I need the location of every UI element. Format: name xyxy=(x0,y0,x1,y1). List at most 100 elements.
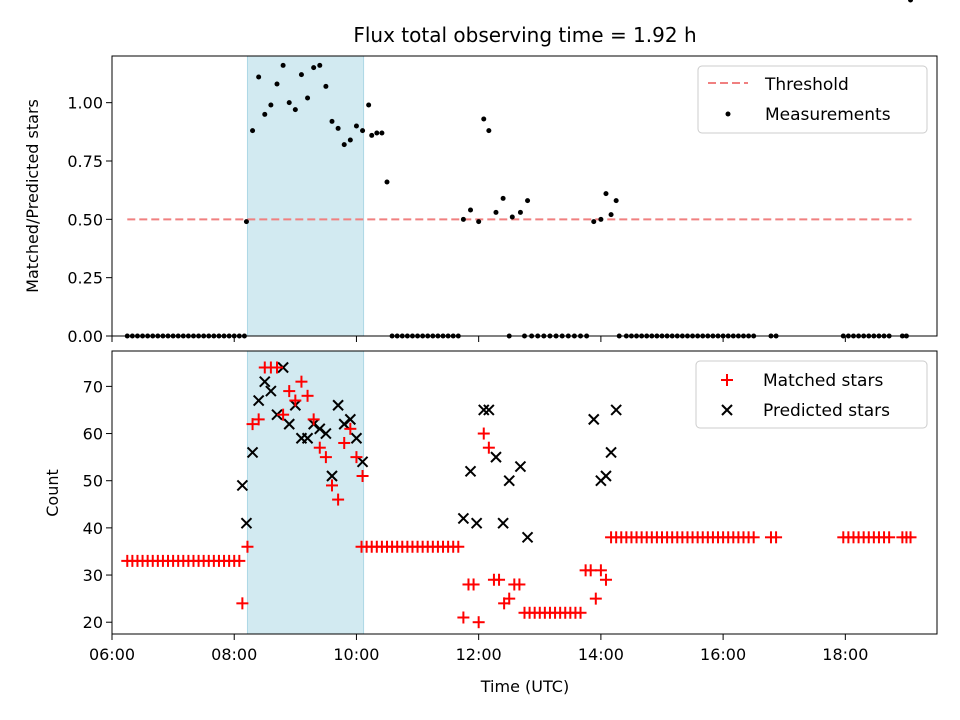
legend-predicted-swatch xyxy=(721,404,733,416)
bottom-y-ticks: 20 30 40 50 60 70 xyxy=(83,377,112,632)
matched-star-point xyxy=(289,394,302,407)
legend-matched-label: Matched stars xyxy=(763,371,883,391)
predicted-star-point xyxy=(320,427,332,440)
matched-star-point xyxy=(482,441,495,454)
matched-star-point xyxy=(452,540,465,553)
matched-star-point xyxy=(307,413,320,426)
predicted-star-point xyxy=(497,517,509,529)
predicted-star-point xyxy=(259,375,271,388)
y-tick-label: 70 xyxy=(83,377,103,396)
top-legend-box xyxy=(697,65,928,134)
measurement-point xyxy=(292,107,298,113)
matched-star-point xyxy=(584,564,597,577)
measurement-point xyxy=(603,191,609,197)
measurement-point xyxy=(256,74,262,80)
matched-star-point xyxy=(904,531,917,544)
predicted-star-point xyxy=(283,418,295,430)
top-axes-frame xyxy=(111,55,938,337)
predicted-star-point xyxy=(277,361,289,374)
bottom-panel: 20 30 40 50 60 70 06:00 08:00 10:00 12:00 14:00 16… xyxy=(43,350,938,696)
measurement-point xyxy=(500,195,506,201)
matched-star-point xyxy=(589,592,602,605)
predicted-star-point xyxy=(236,479,249,492)
predicted-star-point xyxy=(610,404,622,416)
matched-star-point xyxy=(271,361,283,374)
matched-star-point xyxy=(747,531,760,544)
x-tick-label: 12:00 xyxy=(456,645,502,664)
y-tick-label: 0.50 xyxy=(67,210,103,229)
measurement-point xyxy=(286,100,292,106)
y-tick-label: 50 xyxy=(83,472,103,491)
measurement-point xyxy=(323,83,329,89)
measurement-point xyxy=(509,214,515,220)
matched-star-point xyxy=(313,441,326,454)
measurement-point xyxy=(347,137,353,143)
measurement-point xyxy=(369,132,375,138)
measurement-point xyxy=(360,128,366,134)
predicted-star-point xyxy=(470,517,483,529)
predicted-star-point xyxy=(240,517,253,529)
matched-star-point xyxy=(241,540,254,553)
measurement-point xyxy=(366,102,372,108)
measurement-point xyxy=(591,219,597,225)
bottom-observing-span xyxy=(246,350,365,635)
bottom-legend-box xyxy=(695,360,928,429)
bottom-axes-frame xyxy=(111,350,938,635)
matched-star-point xyxy=(356,469,369,482)
x-axis-title: Time (UTC) xyxy=(480,677,569,696)
y-tick-label: 0.00 xyxy=(67,327,103,346)
bottom-legend: Matched stars Predicted stars xyxy=(695,360,928,429)
x-tick-label: 06:00 xyxy=(89,645,135,664)
predicted-star-point xyxy=(457,512,470,525)
matched-star-point xyxy=(350,451,363,464)
predicted-star-point xyxy=(490,451,502,463)
y-tick-label: 1.00 xyxy=(67,94,103,113)
predicted-star-point xyxy=(503,475,515,487)
matched-star-point xyxy=(344,422,357,435)
predicted-star-point xyxy=(605,446,617,459)
matched-star-point xyxy=(467,578,480,591)
matched-star-point xyxy=(252,413,265,426)
matched-star-point xyxy=(233,554,246,567)
predicted-star-points xyxy=(236,361,622,544)
matched-star-point xyxy=(338,436,351,449)
predicted-star-point xyxy=(326,470,338,482)
matched-star-point xyxy=(599,573,612,586)
measurement-point xyxy=(341,142,347,148)
predicted-star-point xyxy=(356,456,369,468)
x-tick-label: 14:00 xyxy=(578,645,624,664)
measurement-point xyxy=(329,118,335,124)
measurement-point xyxy=(353,123,359,129)
predicted-star-point xyxy=(600,470,612,482)
measurement-point xyxy=(250,128,256,134)
measurement-point xyxy=(268,102,274,108)
measurement-point xyxy=(481,116,487,122)
legend-predicted-label: Predicted stars xyxy=(763,401,890,421)
matched-star-point xyxy=(283,385,296,398)
top-legend: Threshold Measurements xyxy=(697,65,928,134)
matched-star-points xyxy=(121,361,917,629)
legend-measurements-swatch xyxy=(725,111,731,117)
measurement-point xyxy=(468,207,474,213)
matched-star-point xyxy=(503,592,516,605)
measurement-point xyxy=(379,130,385,136)
predicted-star-point xyxy=(252,394,265,407)
y-tick-label: 60 xyxy=(83,425,103,444)
predicted-star-point xyxy=(464,465,477,477)
chart-title: Flux total observing time = 1.92 h xyxy=(353,23,696,47)
measurement-point xyxy=(460,216,466,222)
measurement-point xyxy=(493,209,499,215)
predicted-star-point xyxy=(478,404,490,416)
matched-star-point xyxy=(332,493,345,506)
matched-star-point xyxy=(594,564,607,577)
x-tick-label: 10:00 xyxy=(333,645,379,664)
predicted-star-point xyxy=(344,413,357,426)
y-tick-label: 40 xyxy=(83,519,103,538)
matched-star-point xyxy=(513,578,526,591)
measurement-point xyxy=(311,65,317,71)
predicted-star-point xyxy=(521,531,534,544)
predicted-star-point xyxy=(246,446,259,459)
predicted-star-point xyxy=(332,399,344,411)
matched-star-point xyxy=(236,597,249,610)
